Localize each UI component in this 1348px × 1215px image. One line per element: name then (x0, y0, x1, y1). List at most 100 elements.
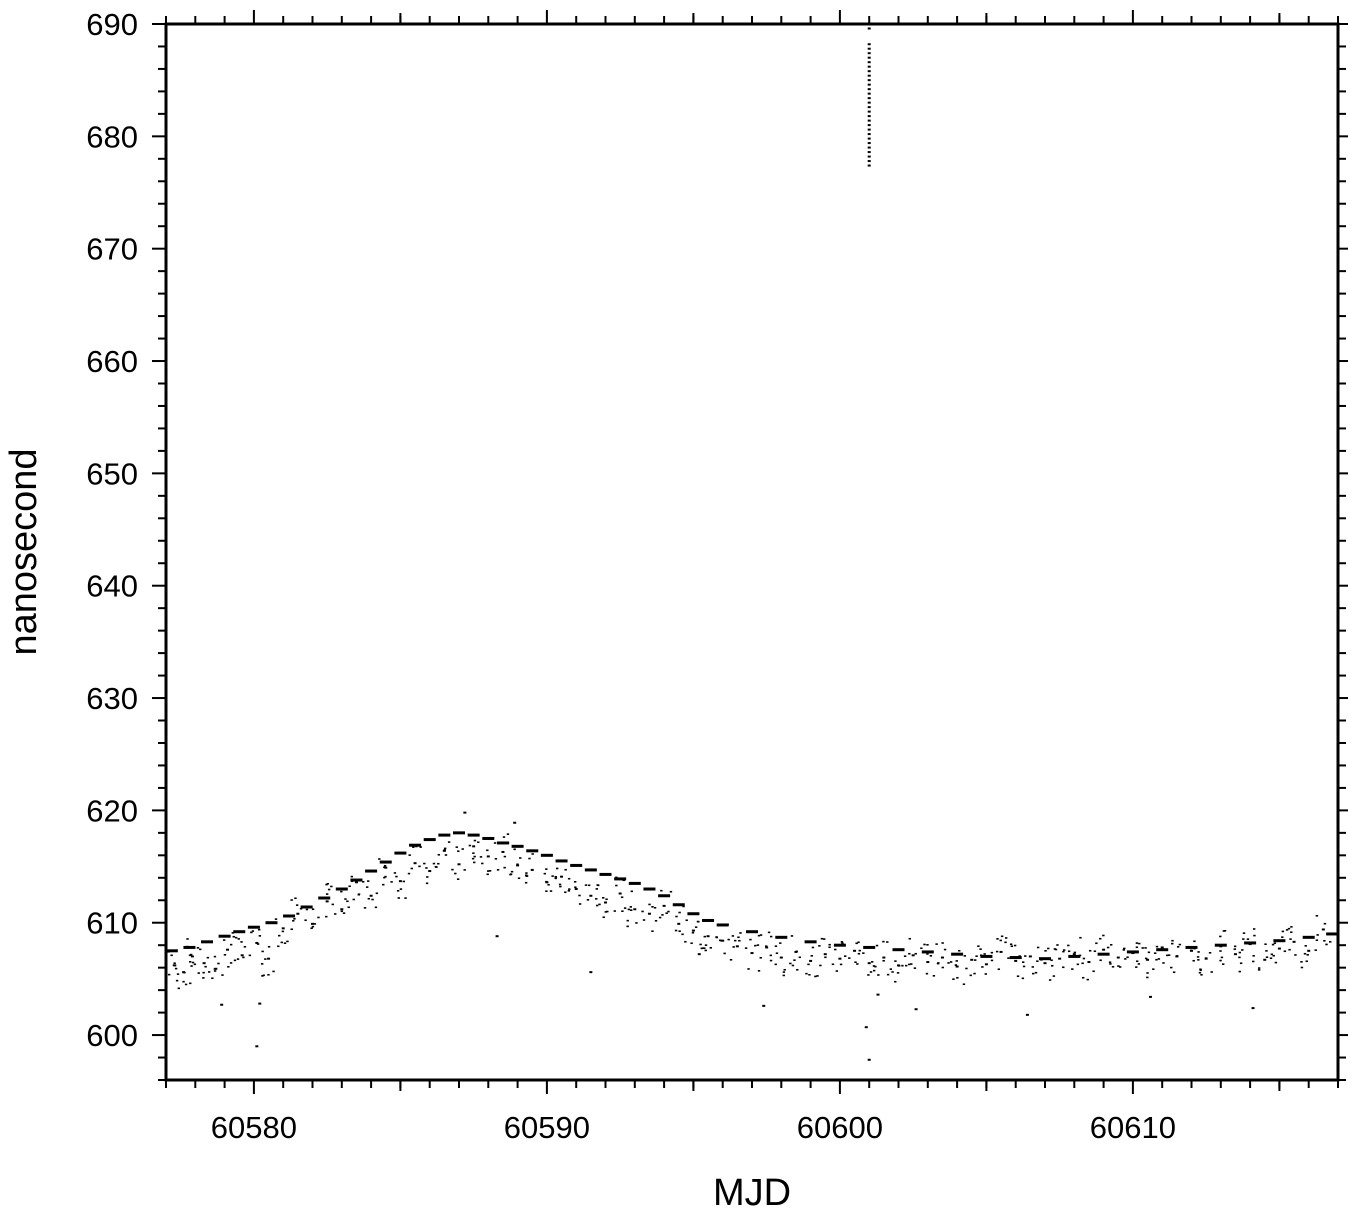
data-point (819, 965, 821, 967)
data-point (221, 974, 223, 976)
data-point (789, 963, 791, 965)
data-point (1018, 955, 1020, 957)
data-point (198, 972, 200, 974)
data-point (996, 951, 998, 953)
data-point (1239, 971, 1241, 973)
data-point (856, 963, 858, 965)
data-point (630, 909, 632, 911)
data-point (914, 967, 916, 969)
data-point (655, 920, 657, 922)
trend-dash (453, 831, 465, 834)
data-point (370, 895, 373, 897)
data-point (868, 88, 871, 90)
x-tick-label: 60600 (797, 1110, 883, 1145)
data-point (255, 1045, 258, 1047)
data-point (194, 964, 196, 966)
data-point (278, 935, 280, 937)
data-point (1022, 961, 1024, 963)
data-point (358, 893, 360, 895)
data-point (641, 911, 643, 913)
data-point (268, 946, 270, 948)
data-point (690, 942, 692, 944)
data-point (486, 873, 488, 875)
data-point (574, 886, 576, 888)
data-point (1124, 958, 1126, 960)
data-point (1234, 948, 1236, 950)
data-point (261, 963, 263, 965)
data-point (564, 891, 566, 893)
data-point (192, 962, 194, 964)
data-point (560, 876, 563, 878)
data-point (905, 965, 907, 967)
data-point (876, 994, 879, 996)
data-point (751, 952, 754, 954)
trend-dash (951, 953, 963, 956)
data-point (784, 969, 786, 971)
data-point (1316, 915, 1318, 917)
data-point (477, 841, 479, 843)
data-point (998, 968, 1000, 970)
data-point (1222, 963, 1224, 965)
data-point (177, 973, 179, 975)
trend-dash (248, 926, 260, 929)
data-point (970, 975, 972, 977)
data-point (796, 969, 798, 971)
data-point (859, 950, 861, 952)
data-point (348, 906, 350, 908)
data-point (950, 961, 952, 963)
data-point (695, 926, 697, 928)
data-point (1197, 959, 1199, 961)
data-point (1162, 962, 1164, 964)
data-point (1005, 937, 1007, 939)
data-point (186, 938, 188, 940)
data-point (588, 885, 590, 887)
data-point (619, 893, 622, 895)
data-point (1032, 973, 1034, 975)
data-point (473, 856, 475, 858)
data-point (675, 930, 677, 932)
data-point (807, 964, 809, 966)
data-point (1179, 944, 1181, 946)
data-point (404, 897, 406, 899)
trend-dash (834, 944, 846, 947)
data-point (894, 981, 896, 983)
data-point (383, 877, 385, 879)
data-point (1032, 966, 1034, 968)
data-point (495, 858, 497, 860)
data-point (555, 876, 557, 878)
data-point (411, 868, 413, 870)
data-point (284, 942, 286, 944)
data-point (1219, 936, 1221, 938)
data-point (457, 850, 459, 852)
data-point (496, 935, 499, 937)
data-point (775, 964, 777, 966)
data-point (1145, 958, 1147, 960)
data-point (1073, 953, 1076, 955)
trend-dash (424, 838, 436, 841)
data-point (414, 862, 417, 864)
data-point (1242, 938, 1244, 940)
data-point (1205, 957, 1207, 959)
data-point (1109, 963, 1111, 965)
data-point (643, 919, 645, 921)
data-point (1062, 951, 1064, 953)
data-point (1053, 975, 1055, 977)
data-point (1079, 937, 1081, 939)
data-point (258, 929, 260, 931)
data-point (853, 950, 856, 952)
data-point (1171, 940, 1173, 942)
data-point (915, 953, 917, 955)
data-point (1307, 950, 1310, 952)
data-point (1011, 945, 1013, 947)
data-point (1274, 942, 1276, 944)
data-point (458, 863, 461, 865)
data-point (705, 950, 707, 952)
data-point (956, 960, 958, 962)
data-point (1142, 947, 1144, 949)
data-point (760, 957, 762, 959)
data-point (991, 960, 993, 962)
data-point (1197, 951, 1199, 953)
data-point (568, 888, 570, 890)
data-point (555, 878, 557, 880)
data-point (1063, 949, 1065, 951)
